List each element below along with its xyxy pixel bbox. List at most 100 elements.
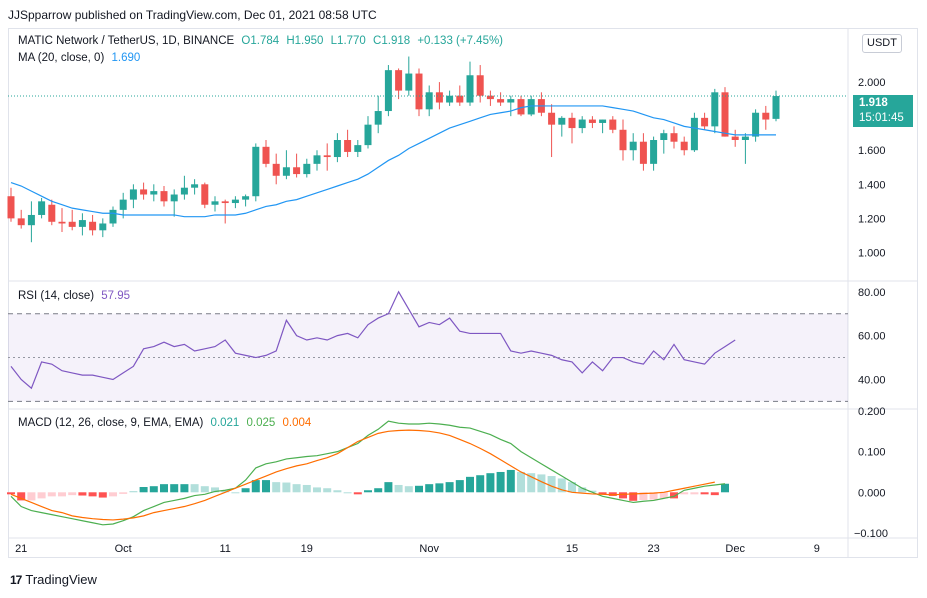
ma-label: MA (20, close, 0) [18,52,105,64]
candle-body [558,117,566,125]
macd-histogram-bar [445,482,454,493]
price-tick-label: 1.400 [858,179,886,191]
candle-body [711,92,719,127]
bar-countdown: 15:01:45 [859,112,904,124]
candle-body [527,99,535,115]
candle-body [721,92,729,137]
macd-histogram-bar [241,488,250,493]
currency-button[interactable]: USDT [862,34,902,53]
candle-body [507,99,515,103]
candle-body [191,184,199,188]
macd-histogram-bar [568,482,576,493]
candle-body [670,133,678,142]
candle-body [762,112,770,120]
ma-legend[interactable]: MA (20, close, 0) 1.690 [18,52,144,64]
macd-histogram-bar [466,476,474,493]
candle-body [252,146,260,197]
macd-histogram-bar [710,492,719,496]
macd-histogram-bar [190,484,199,493]
macd-histogram-bar [608,492,617,496]
macd-histogram-bar [27,492,36,501]
macd-histogram-bar [109,492,117,497]
candle-body [58,221,66,224]
candle-body [660,133,668,140]
macd-histogram-bar [394,484,403,493]
publisher-line: JJSpparrow published on TradingView.com,… [8,8,377,22]
candle-body [293,167,301,175]
candle-body [701,117,709,127]
candle-body [629,141,637,151]
macd-histogram-bar [37,492,46,499]
candle-body [323,155,331,158]
macd-histogram-bar [353,492,362,495]
candle-body [262,146,270,164]
candle-body [140,189,148,195]
footer-brand-label: TradingView [25,572,97,587]
price-tick-label: 2.000 [858,77,886,89]
macd-histogram-bar [374,488,383,493]
candle-body [639,141,647,164]
footer-brand[interactable]: 17 TradingView [10,572,97,587]
candle-body [497,99,505,103]
candle-body [476,75,484,96]
macd-histogram-bar [496,471,505,493]
time-tick-label: 9 [814,543,820,555]
macd-histogram-bar [659,492,668,499]
macd-histogram-bar [333,490,342,493]
macd-histogram-bar [68,492,77,496]
symbol-title[interactable]: MATIC Network / TetherUS, 1D, BINANCE [18,35,235,47]
ohlc-open: O1.784 [241,35,280,47]
ohlc-change: +0.133 (+7.45%) [417,35,504,47]
ohlc-low: L1.770 [330,35,366,47]
rsi-legend[interactable]: RSI (14, close) 57.95 [18,290,134,302]
macd-histogram-bar [506,469,515,493]
candle-body [282,167,290,176]
candle-body [333,140,341,158]
time-tick-label: 23 [647,543,659,555]
candle-body [221,201,229,204]
macd-histogram-bar [537,474,546,493]
macd-histogram-bar [476,475,485,493]
macd-histogram-bar [721,483,729,493]
rsi-line [10,290,736,390]
rsi-tick-label: 60.00 [858,331,886,343]
macd-histogram-bar [170,484,179,493]
candle-body [548,112,556,125]
candle-body [456,95,464,103]
macd-line [10,420,726,526]
macd-tick-label: 0.100 [858,447,886,459]
time-tick-label: 21 [15,543,27,555]
time-tick-label: Oct [115,543,132,555]
macd-histogram-bar [598,492,607,495]
candle-body [425,92,433,110]
macd-histogram-bar [211,487,219,493]
macd-histogram-bar [629,492,638,501]
ohlc-high: H1.950 [286,35,324,47]
candle-body [486,95,494,100]
macd-histogram-bar [78,492,87,496]
time-tick-label: 11 [219,543,230,555]
candle-body [772,96,780,119]
candle-body [731,136,739,140]
macd-histogram-bar [700,492,709,495]
candle-body [415,73,423,110]
macd-histogram-bar [455,480,464,493]
candle-body [89,221,97,231]
candle-body [680,141,688,151]
macd-legend[interactable]: MACD (12, 26, close, 9, EMA, EMA) 0.021 … [18,417,315,429]
candle-body [435,92,443,103]
macd-histogram-bar [578,487,587,493]
candle-body [303,163,311,175]
macd-histogram-bar [7,492,15,495]
signal-line [10,429,715,521]
macd-histogram-bar [670,492,678,499]
macd-histogram-bar [343,492,352,494]
macd-histogram-bar [282,482,291,493]
candle-body [741,136,749,140]
macd-histogram-bar [680,492,689,495]
chart-frame [8,28,918,558]
macd-histogram-bar [292,484,301,493]
macd-tick-label: 0.200 [858,406,886,418]
macd-histogram-bar [649,492,658,500]
